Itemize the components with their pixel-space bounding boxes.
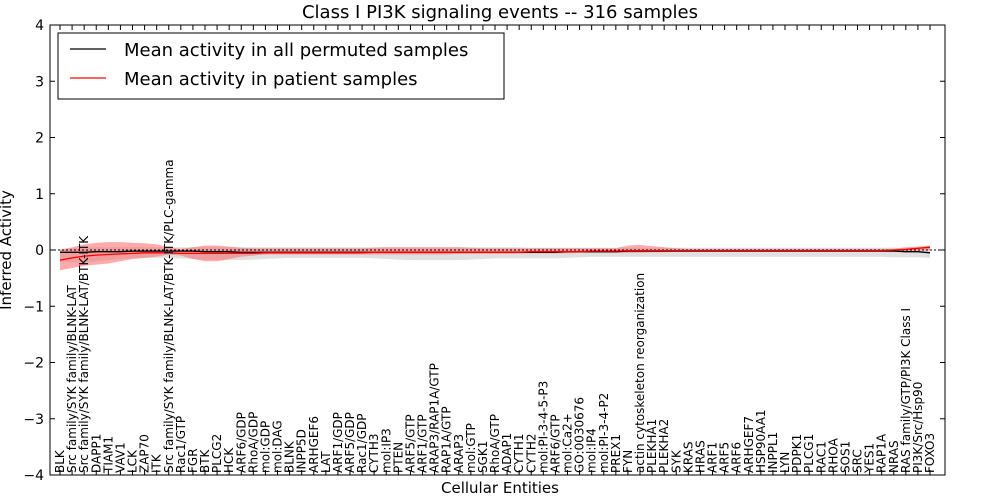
- y-tick-label: 4: [35, 18, 44, 34]
- y-tick-label: 3: [35, 74, 44, 90]
- entity-label: HCK: [222, 447, 236, 473]
- entity-label: FYN: [621, 450, 635, 473]
- entity-label: KRAS: [681, 441, 695, 473]
- legend-label-permuted: Mean activity in all permuted samples: [124, 40, 468, 61]
- entity-label: RHOA: [826, 437, 840, 473]
- legend-label-patient: Mean activity in patient samples: [124, 69, 418, 90]
- entity-label: FOXO3: [923, 433, 937, 473]
- entity-label: ARF1/GTP: [416, 414, 430, 473]
- y-tick-label: −2: [23, 356, 44, 372]
- entity-label: PLCG2: [210, 434, 224, 473]
- entity-label: INPPL1: [766, 432, 780, 473]
- entity-label: ARAP3/RAP1A/GTP: [428, 363, 442, 473]
- entity-label: CYTH3: [367, 434, 381, 474]
- entity-label: Src family/SYK family/BLNK-LAT: [65, 284, 79, 473]
- entity-label: PLEKHA2: [657, 419, 671, 473]
- y-tick-label: −4: [23, 468, 44, 484]
- entity-label: ARF5/GDP: [343, 412, 357, 473]
- entity-label: SRC: [851, 449, 865, 473]
- entity-label: BTK: [198, 448, 212, 473]
- entity-label: mol:IP4: [585, 428, 599, 473]
- entity-label: HRAS: [693, 440, 707, 473]
- entity-label: ARF6: [730, 442, 744, 473]
- legend: Mean activity in all permuted samples Me…: [57, 32, 505, 100]
- entity-label: ARF1: [706, 442, 720, 473]
- entity-label: HSP90AA1: [754, 409, 768, 473]
- entity-label: actin cytoskeleton reorganization: [633, 273, 647, 473]
- entity-label: mol:GDP: [258, 421, 272, 473]
- entity-label: FGR: [186, 448, 200, 473]
- entity-label: RAC1: [814, 441, 828, 473]
- plot-area: [50, 242, 945, 271]
- entity-label: ARF1/GDP: [331, 412, 345, 473]
- entity-label: PTEN: [391, 442, 405, 473]
- entity-label: SYK: [669, 449, 683, 473]
- entity-label: SGK1: [476, 441, 490, 473]
- entity-label: RhoA/GTP: [488, 414, 502, 473]
- chart-title: Class I PI3K signaling events -- 316 sam…: [302, 2, 698, 23]
- entity-label: mol:PI-3-4-5-P3: [536, 381, 550, 473]
- entity-label: ARF6/GTP: [548, 414, 562, 473]
- entity-label: mol:DAG: [271, 420, 285, 473]
- entity-label: LCK: [126, 449, 140, 473]
- entity-label: ARF5: [718, 442, 732, 473]
- entity-label: ARHGEF7: [742, 416, 756, 473]
- entity-label: YES1: [863, 443, 877, 474]
- entity-label: VAV1: [113, 442, 127, 473]
- entity-label: mol:IP3: [379, 428, 393, 473]
- entity-label: LYN: [778, 452, 792, 473]
- entity-label: BLK: [53, 449, 67, 473]
- entity-label: ARF6/GDP: [234, 412, 248, 473]
- entity-label: mol:Ca2+: [561, 413, 575, 473]
- entity-label: PLEKHA1: [645, 419, 659, 473]
- patient-spread-band: [60, 242, 930, 271]
- patient-mean-line: [59, 246, 931, 261]
- entity-label: DAPP1: [89, 434, 103, 473]
- entity-label: Src family/SYK family/BLNK-LAT/BTK-ITK/P…: [162, 159, 176, 473]
- entity-label: ARAP3: [452, 434, 466, 473]
- entity-label: ITK: [150, 453, 164, 473]
- entity-label: RAP1A: [875, 433, 889, 473]
- entity-label: ADAP1: [500, 433, 514, 473]
- entity-label: mol:GTP: [464, 423, 478, 473]
- y-axis-label: Inferred Activity: [0, 190, 15, 310]
- y-tick-label: 1: [35, 187, 44, 203]
- y-tick-label: −3: [23, 412, 44, 428]
- entity-label: SOS1: [838, 441, 852, 473]
- entity-label: PLCG1: [802, 434, 816, 473]
- entity-label: TIAM1: [101, 436, 115, 474]
- x-axis-label: Cellular Entities: [441, 479, 559, 497]
- y-tick-label: −1: [23, 299, 44, 315]
- y-tick-label: 2: [35, 131, 44, 147]
- entity-label: RhoA/GDP: [246, 412, 260, 473]
- entity-label: GO:0030676: [573, 397, 587, 473]
- entity-label: CYTH2: [524, 434, 538, 474]
- entity-label: PREX1: [609, 434, 623, 473]
- entity-label: NRAS: [887, 440, 901, 473]
- entity-label: Src family/SYK family/BLNK-LAT/BTK-ITK: [77, 235, 91, 473]
- entity-label: INPP5D: [295, 429, 309, 473]
- entity-label: ARF5/GTP: [403, 414, 417, 473]
- entity-label: CYTH1: [512, 434, 526, 474]
- entity-label: ARHGEF6: [307, 416, 321, 473]
- entity-label: BLNK: [283, 440, 297, 473]
- entity-label: PDPK1: [790, 434, 804, 473]
- entity-label: Rac1/GTP: [174, 416, 188, 473]
- y-tick-label: 0: [35, 243, 44, 259]
- entity-label: Rac1/GDP: [355, 414, 369, 473]
- entity-label: RAP1A/GTP: [440, 406, 454, 473]
- legend-box: [57, 32, 505, 100]
- entity-label: PI3K/Src/Hsp90: [911, 382, 925, 473]
- entity-label: mol:PI-3-4-P2: [597, 393, 611, 473]
- entity-label: RAS family/GTP/PI3K Class I: [899, 308, 913, 473]
- entity-label: ZAP70: [138, 434, 152, 473]
- entity-label: LAT: [319, 451, 333, 473]
